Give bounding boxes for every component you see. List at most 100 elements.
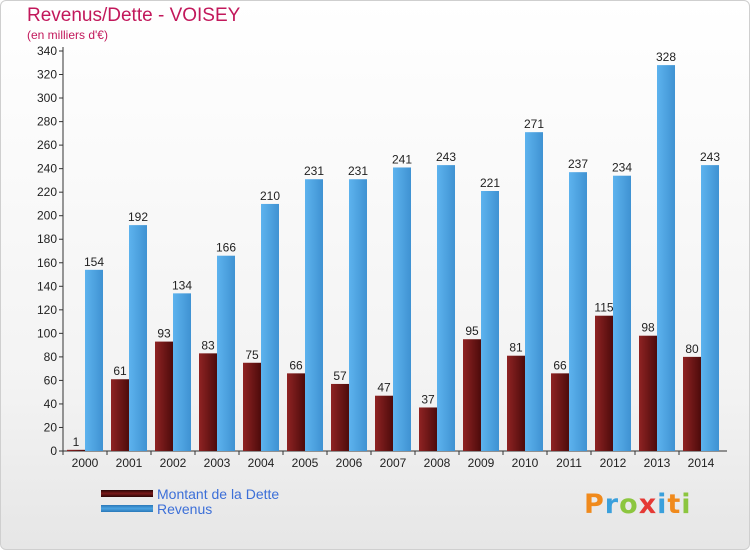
data-label-revenue: 134	[172, 278, 192, 292]
logo-letter: i	[681, 489, 692, 520]
bar-debt	[155, 341, 173, 451]
bar-debt	[111, 379, 129, 451]
bar-debt	[243, 362, 261, 451]
data-label-debt: 61	[113, 364, 127, 378]
proxiti-logo: Proxiti	[584, 489, 692, 520]
bar-revenue	[701, 165, 719, 451]
logo-letter: P	[584, 489, 605, 520]
data-label-debt: 95	[465, 324, 479, 338]
logo-letter: i	[657, 489, 668, 520]
bar-revenue	[657, 65, 675, 451]
data-label-revenue: 241	[392, 152, 412, 166]
x-tick-label: 2006	[336, 456, 363, 470]
data-label-revenue: 192	[128, 210, 148, 224]
x-tick-label: 2014	[688, 456, 715, 470]
data-label-debt: 83	[201, 338, 215, 352]
bar-debt	[67, 449, 85, 451]
bar-debt	[639, 335, 657, 451]
x-tick-label: 2012	[600, 456, 627, 470]
y-tick-label: 120	[37, 303, 57, 317]
y-tick-label: 260	[37, 138, 57, 152]
y-tick-label: 280	[37, 115, 57, 129]
bar-revenue	[217, 255, 235, 451]
bar-revenue	[437, 165, 455, 451]
data-label-debt: 47	[377, 381, 391, 395]
data-label-revenue: 237	[568, 157, 588, 171]
bar-revenue	[349, 179, 367, 451]
bar-revenue	[613, 175, 631, 452]
data-label-debt: 1	[73, 435, 80, 449]
bar-revenue	[481, 191, 499, 451]
bar-debt	[199, 353, 217, 451]
bar-revenue	[393, 167, 411, 451]
legend-swatch-revenue	[101, 505, 153, 512]
data-label-debt: 98	[641, 321, 655, 335]
y-tick-label: 0	[50, 444, 57, 458]
data-label-debt: 75	[245, 348, 259, 362]
bar-revenue	[261, 203, 279, 451]
y-tick-label: 100	[37, 326, 57, 340]
data-label-revenue: 243	[700, 150, 720, 164]
data-label-revenue: 210	[260, 189, 280, 203]
data-label-revenue: 231	[304, 164, 324, 178]
y-tick-label: 200	[37, 209, 57, 223]
data-label-revenue: 154	[84, 255, 104, 269]
bar-revenue	[85, 269, 103, 451]
bar-revenue	[569, 172, 587, 452]
y-tick-label: 60	[44, 373, 58, 387]
bar-revenue	[525, 132, 543, 452]
y-tick-label: 80	[44, 350, 58, 364]
x-tick-label: 2009	[468, 456, 495, 470]
x-tick-label: 2008	[424, 456, 451, 470]
data-label-revenue: 271	[524, 117, 544, 131]
y-tick-label: 220	[37, 185, 57, 199]
data-label-debt: 57	[333, 369, 347, 383]
bar-revenue	[305, 179, 323, 451]
x-tick-label: 2011	[556, 456, 582, 470]
logo-letter: t	[667, 489, 682, 520]
x-tick-label: 2007	[380, 456, 407, 470]
data-label-revenue: 231	[348, 164, 368, 178]
x-tick-label: 2000	[72, 456, 99, 470]
logo-letter: x	[638, 489, 658, 520]
y-tick-label: 20	[44, 420, 58, 434]
y-tick-label: 40	[44, 397, 58, 411]
bar-debt	[375, 395, 393, 451]
x-tick-label: 2013	[644, 456, 671, 470]
y-tick-label: 160	[37, 256, 57, 270]
data-label-debt: 66	[289, 358, 303, 372]
bar-revenue	[129, 225, 147, 451]
logo-letter: o	[619, 489, 639, 520]
y-tick-label: 180	[37, 232, 57, 246]
legend-swatch-debt	[101, 490, 153, 497]
x-tick-label: 2010	[512, 456, 539, 470]
x-tick-label: 2004	[248, 456, 275, 470]
data-label-revenue: 221	[480, 176, 500, 190]
y-tick-label: 340	[37, 44, 57, 58]
logo-letter: r	[604, 489, 620, 520]
bar-debt	[507, 355, 525, 451]
legend-label-revenue: Revenus	[157, 501, 213, 517]
x-tick-label: 2005	[292, 456, 319, 470]
data-label-revenue: 243	[436, 150, 456, 164]
data-label-debt: 81	[509, 341, 523, 355]
data-label-revenue: 328	[656, 50, 676, 64]
y-tick-label: 140	[37, 279, 57, 293]
x-tick-label: 2003	[204, 456, 231, 470]
bar-debt	[419, 407, 437, 451]
data-label-revenue: 166	[216, 241, 236, 255]
x-tick-label: 2002	[160, 456, 187, 470]
y-tick-label: 240	[37, 162, 57, 176]
data-label-revenue: 234	[612, 161, 632, 175]
data-label-debt: 93	[157, 327, 171, 341]
legend-label-debt: Montant de la Dette	[157, 486, 280, 502]
chart-subtitle: (en milliers d'€)	[27, 28, 108, 42]
bar-debt	[683, 356, 701, 451]
data-label-debt: 115	[594, 301, 613, 315]
data-label-debt: 66	[553, 358, 567, 372]
chart-title: Revenus/Dette - VOISEY	[27, 5, 241, 26]
y-tick-label: 300	[37, 91, 57, 105]
bar-debt	[287, 373, 305, 451]
